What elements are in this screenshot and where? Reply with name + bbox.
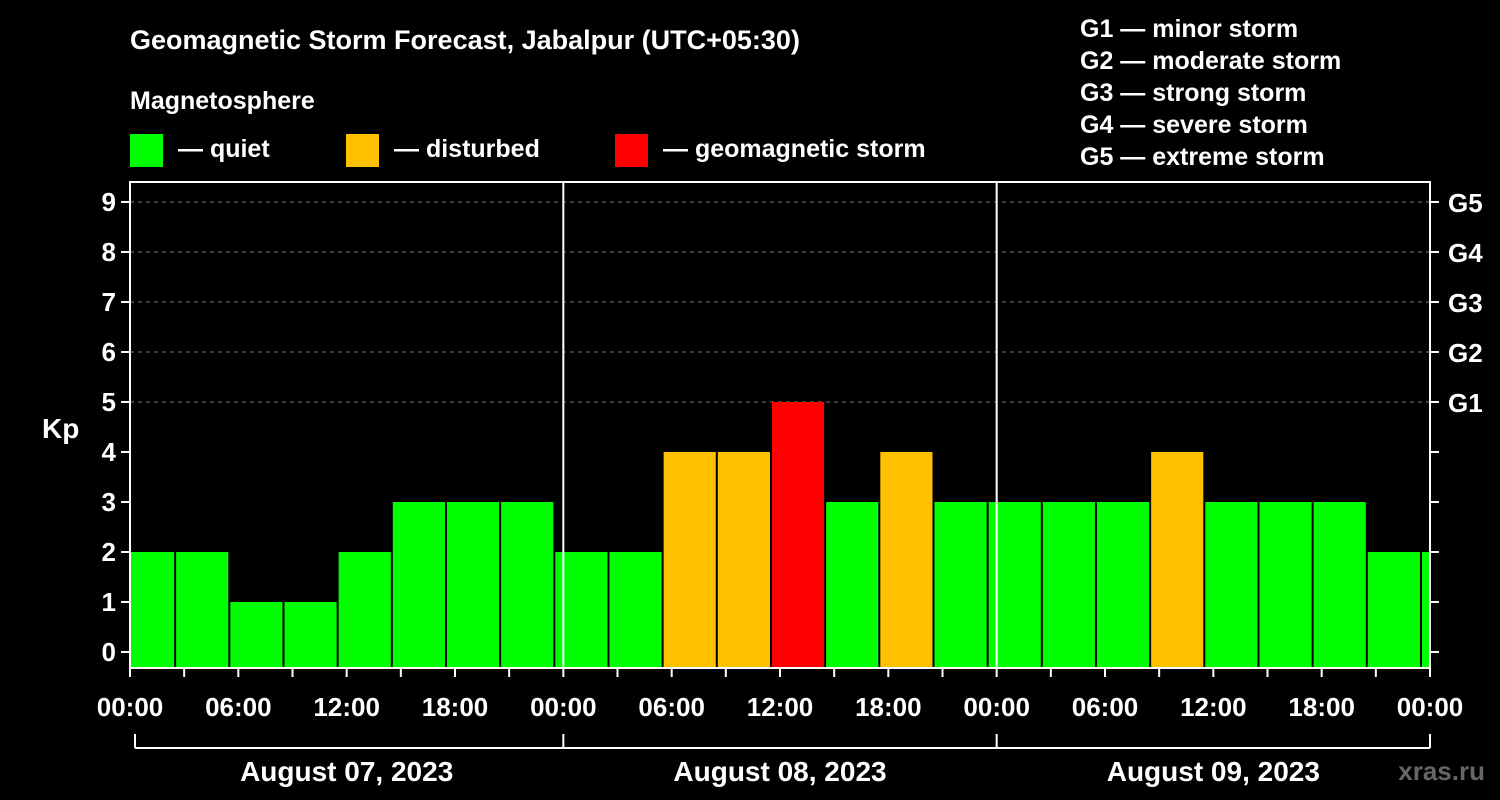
kp-bar [392,502,445,668]
kp-bar [663,452,716,668]
date-label: August 07, 2023 [240,756,453,787]
date-axis: August 07, 2023 August 08, 2023 August 09,… [134,734,1431,787]
watermark: xras.ru [1398,756,1485,786]
x-tick-label: 18:00 [1288,692,1355,722]
legend-swatch-disturbed [346,134,379,167]
g-scale-label: G2 [1448,338,1483,368]
y-tick-label: 9 [102,187,116,217]
storm-scale-g3: G3 — strong storm [1080,79,1306,107]
legend-swatch-storm [615,134,648,167]
y-axis-label: Kp [42,413,79,444]
kp-bar [131,552,175,668]
x-axis: 00:00 06:00 12:00 18:00 00:00 06:00 12:00 18:00… [97,668,1464,722]
g-scale-label: G4 [1448,238,1483,268]
bar-series [131,402,1429,668]
storm-scale-g1: G1 — minor storm [1080,15,1298,43]
kp-bar [880,452,933,668]
x-tick-label: 00:00 [1397,692,1464,722]
date-label: August 08, 2023 [673,756,886,787]
y-axis: 0 1 2 3 4 5 6 7 8 9 [102,187,130,667]
g-scale-label: G5 [1448,188,1483,218]
kp-bar [230,602,283,668]
kp-bar [1421,552,1429,668]
date-label: August 09, 2023 [1107,756,1320,787]
kp-bar [501,502,554,668]
kp-bar [176,552,229,668]
x-tick-label: 06:00 [638,692,705,722]
g-scale-label: G3 [1448,288,1483,318]
right-axis: G1 G2 G3 G4 G5 [1430,188,1483,653]
kp-bar [1151,452,1204,668]
kp-bar [771,402,825,668]
y-tick-label: 0 [102,637,116,667]
x-tick-label: 00:00 [530,692,597,722]
y-tick-label: 1 [102,587,116,617]
y-tick-label: 4 [102,437,117,467]
x-tick-label: 18:00 [855,692,922,722]
x-tick-label: 12:00 [1180,692,1247,722]
storm-scale-g4: G4 — severe storm [1080,111,1308,139]
legend-heading: Magnetosphere [130,87,315,115]
y-tick-label: 3 [102,487,116,517]
storm-scale-g5: G5 — extreme storm [1080,143,1325,171]
x-tick-label: 12:00 [313,692,380,722]
kp-bar [609,552,662,668]
kp-bar [717,452,770,668]
kp-bar [284,602,337,668]
grid-lines [130,201,1430,403]
x-tick-label: 18:00 [422,692,489,722]
g-scale-label: G1 [1448,388,1483,418]
legend-label-quiet: — quiet [178,135,270,163]
x-tick-label: 06:00 [205,692,272,722]
y-tick-label: 8 [102,237,116,267]
day-dividers [562,182,998,668]
x-tick-label: 00:00 [97,692,164,722]
legend-swatch-quiet [130,134,163,167]
kp-bar [338,552,391,668]
kp-bar [1259,502,1312,668]
kp-bar [1096,502,1150,668]
legend-label-storm: — geomagnetic storm [663,135,926,163]
y-tick-label: 6 [102,337,116,367]
y-tick-label: 5 [102,387,116,417]
kp-bar [1313,502,1366,668]
x-tick-label: 12:00 [747,692,814,722]
kp-bar [1042,502,1095,668]
x-tick-label: 00:00 [963,692,1030,722]
storm-scale-g2: G2 — moderate storm [1080,47,1341,75]
legend-label-disturbed: — disturbed [394,135,540,163]
kp-bar [1205,502,1258,668]
kp-bar [934,502,987,668]
x-tick-label: 06:00 [1072,692,1139,722]
y-tick-label: 7 [102,287,116,317]
kp-bar [1367,552,1420,668]
chart-title: Geomagnetic Storm Forecast, Jabalpur (UT… [130,25,800,55]
kp-bar [446,502,500,668]
y-tick-label: 2 [102,537,116,567]
kp-bar [826,502,879,668]
